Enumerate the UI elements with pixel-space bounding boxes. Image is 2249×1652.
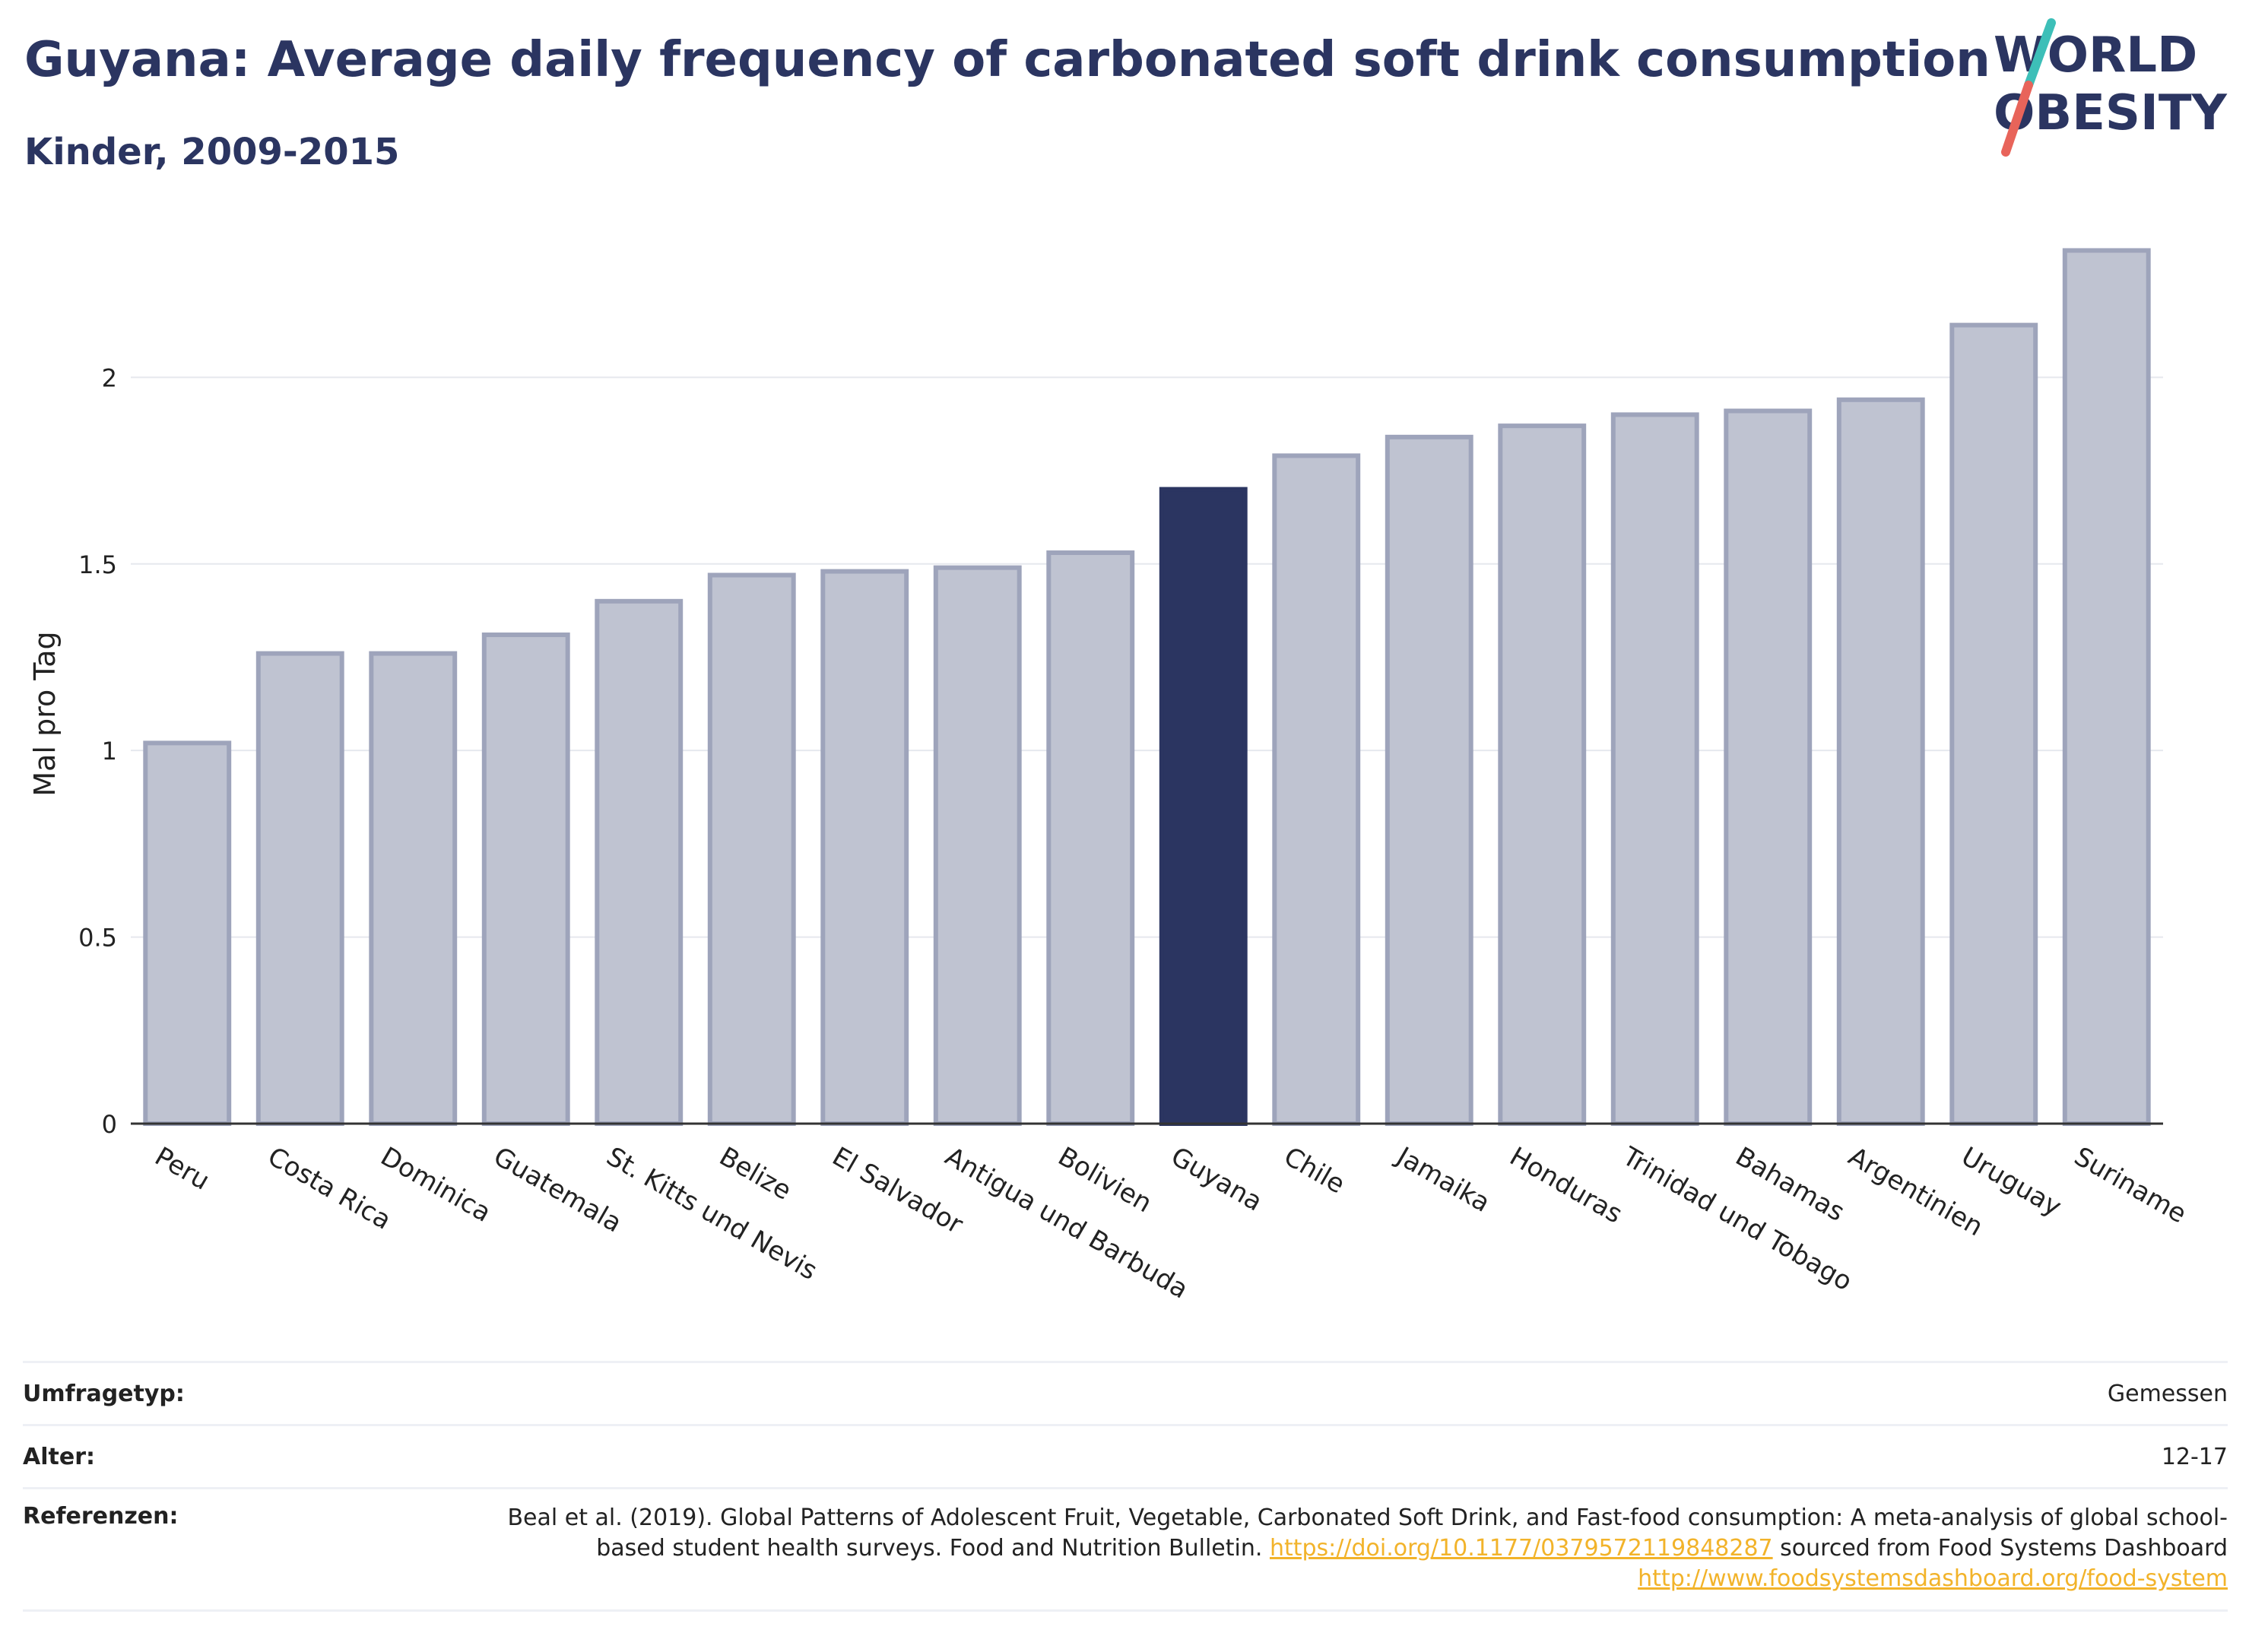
bar [481, 633, 570, 1126]
x-tick-label: Guatemala [488, 1141, 626, 1238]
bar [2062, 248, 2151, 1127]
x-tick-label: St. Kitts und Nevis [601, 1141, 823, 1286]
x-tick-label: Jamaika [1391, 1140, 1496, 1219]
info-table: Umfragetyp: Gemessen Alter: 12-17 Refere… [23, 1361, 2228, 1612]
bar [820, 569, 909, 1126]
y-tick-label: 1.5 [78, 550, 117, 579]
reference-text-2: sourced from Food Systems Dashboard [1780, 1535, 2228, 1562]
bar [1046, 550, 1135, 1126]
age-label: Alter: [23, 1443, 95, 1470]
x-tick-label: Suriname [2069, 1141, 2191, 1229]
y-tick-label: 2 [102, 363, 117, 392]
x-tick-label: Costa Rica [262, 1141, 396, 1236]
info-row-survey: Umfragetyp: Gemessen [23, 1361, 2228, 1424]
references-value: Beal et al. (2019). Global Patterns of A… [479, 1503, 2228, 1594]
x-tick-label: Chile [1279, 1141, 1350, 1200]
bar [595, 598, 684, 1126]
survey-type-value: Gemessen [2107, 1380, 2228, 1407]
y-axis-label: Mal pro Tag [28, 631, 62, 796]
logo-line2: OBESITY [1994, 85, 2227, 141]
x-tick-label: Dominica [376, 1141, 496, 1229]
bar [255, 651, 344, 1126]
info-row-references: Referenzen: Beal et al. (2019). Global P… [23, 1487, 2228, 1612]
chart-subtitle: Kinder, 2009-2015 [24, 131, 400, 173]
bar [1498, 423, 1587, 1126]
x-tick-label: Guyana [1166, 1141, 1267, 1217]
bar [1385, 434, 1473, 1126]
age-value: 12-17 [2161, 1443, 2228, 1470]
bar [1159, 487, 1248, 1126]
survey-type-label: Umfragetyp: [23, 1380, 185, 1407]
chart-title: Guyana: Average daily frequency of carbo… [24, 32, 1990, 88]
bar [1836, 397, 1925, 1126]
bar [1610, 412, 1699, 1126]
dashboard-link[interactable]: http://www.foodsystemsdashboard.org/food… [1638, 1565, 2228, 1592]
y-tick-label: 0.5 [78, 924, 117, 953]
x-tick-label: Honduras [1505, 1141, 1628, 1229]
y-tick-label: 1 [102, 737, 117, 766]
bar [933, 565, 1022, 1126]
bar [369, 651, 458, 1126]
world-obesity-logo: WORLD OBESITY [1994, 18, 2227, 157]
logo-line1: WORLD [1994, 27, 2197, 84]
bar-chart: 0 0.5 1 1.5 2 Mal pro Tag Peru Costa RicaDomini… [28, 248, 2191, 1305]
bar [707, 572, 796, 1126]
info-row-age: Alter: 12-17 [23, 1424, 2228, 1487]
reference-text-1: Beal et al. (2019). Global Patterns of A… [507, 1505, 2228, 1562]
bar [1272, 453, 1361, 1126]
bar [1949, 322, 2038, 1126]
doi-link[interactable]: https://doi.org/10.1177/0379572119848287 [1269, 1535, 1773, 1562]
bar [143, 740, 232, 1126]
x-tick-label: Belize [714, 1141, 796, 1206]
y-tick-label: 0 [102, 1110, 117, 1139]
references-label: Referenzen: [23, 1503, 179, 1530]
bar [1724, 408, 1813, 1126]
x-tick-label: Peru [150, 1141, 215, 1197]
